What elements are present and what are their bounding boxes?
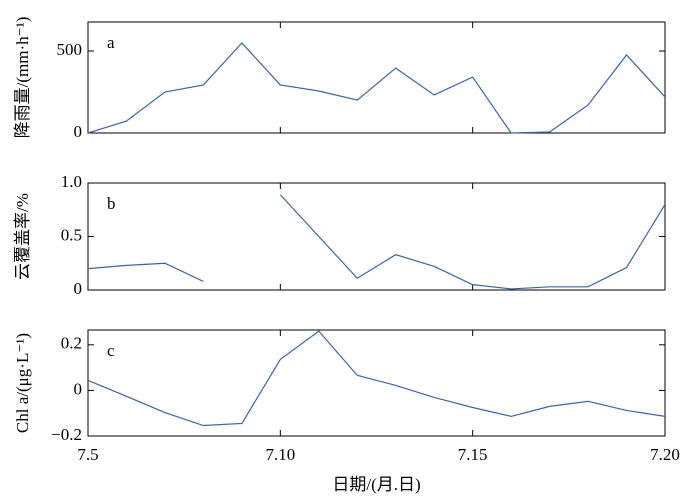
y-tick-label: 0 [74, 279, 83, 298]
x-tick-label: 7.10 [265, 445, 295, 464]
plot-frame [87, 21, 666, 134]
x-axis-label: 日期/(月.日) [332, 475, 420, 494]
y-tick-label: −0.2 [51, 425, 82, 444]
data-line [87, 330, 666, 427]
y-tick-label: 0 [74, 122, 83, 141]
x-tick-label: 7.20 [650, 445, 680, 464]
y-axis-label: Chl a/(μg·L⁻¹) [13, 333, 32, 433]
data-line [87, 262, 204, 282]
y-tick-label: 0 [74, 379, 83, 398]
y-tick-label: 0.2 [61, 334, 82, 353]
y-tick-label: 1.0 [61, 172, 82, 191]
y-axis-label: 云覆盖率/% [13, 193, 32, 280]
y-tick-label: 500 [57, 40, 83, 59]
plot-frame [87, 329, 666, 437]
data-line [279, 194, 666, 290]
x-tick-label: 7.5 [77, 445, 98, 464]
plot-frame [87, 182, 666, 291]
x-tick-label: 7.15 [458, 445, 488, 464]
panel-label: c [107, 341, 115, 360]
panel-label: b [107, 194, 116, 213]
y-axis-label: 降雨量/(mm·h⁻¹) [13, 17, 32, 139]
data-line [87, 42, 666, 134]
y-tick-label: 0.5 [61, 225, 82, 244]
panel-label: a [107, 33, 115, 52]
